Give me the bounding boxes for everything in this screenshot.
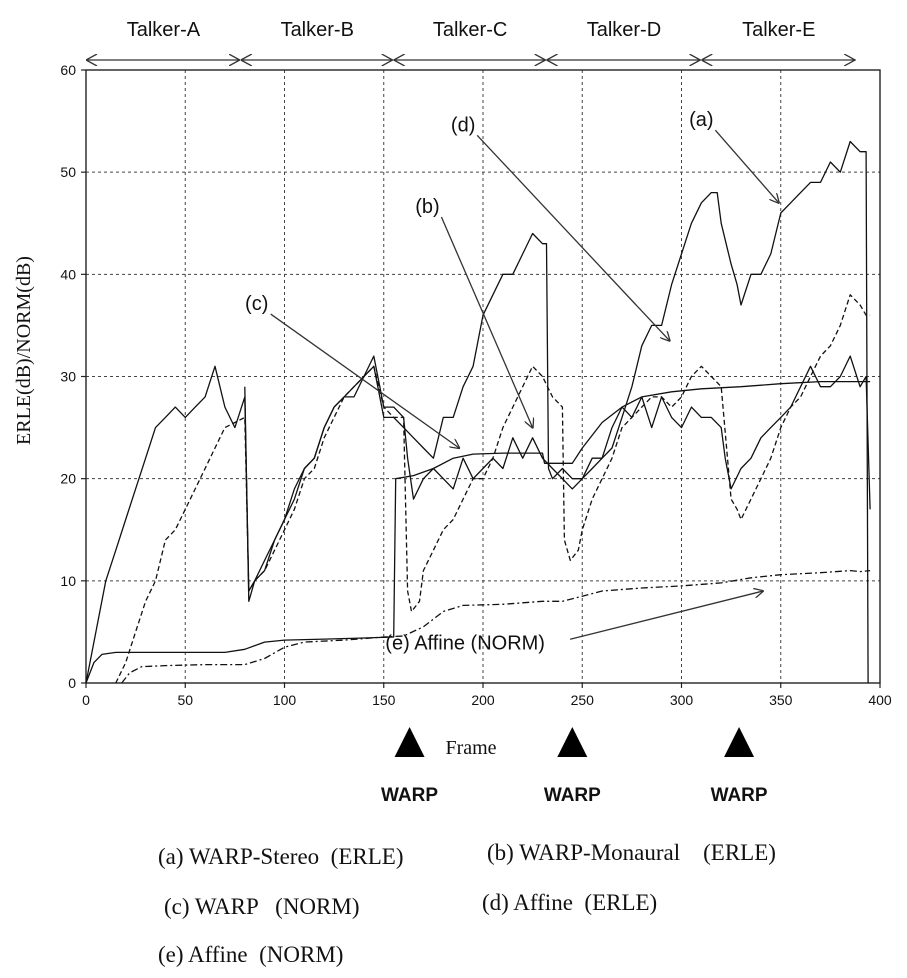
annotations: (a) (b) (c) (d) (e) Affine (NORM) Talker-A Tal… xyxy=(87,19,855,806)
x-tick-label: 400 xyxy=(868,692,892,708)
talker-label: Talker-C xyxy=(433,19,507,41)
y-tick-label: 40 xyxy=(60,266,76,282)
talker-label: Talker-E xyxy=(742,19,815,41)
y-tick-label: 10 xyxy=(60,573,76,589)
curve-label: (c) xyxy=(245,293,268,315)
legend-item-d: (d) Affine (ERLE) xyxy=(482,890,658,915)
x-tick-label: 0 xyxy=(82,692,90,708)
series-line-a xyxy=(85,140,869,684)
warp-marker-triangle xyxy=(724,727,755,757)
talker-label: Talker-A xyxy=(127,19,201,41)
y-tick-label: 50 xyxy=(60,164,76,180)
y-tick-label: 30 xyxy=(60,369,76,385)
warp-marker-label: WARP xyxy=(711,785,768,806)
y-axis-label: ERLE(dB)/NORM(dB) xyxy=(13,256,35,445)
x-tick-label: 200 xyxy=(471,692,495,708)
x-tick-label: 50 xyxy=(177,692,193,708)
series-line-e xyxy=(121,569,871,684)
talker-label: Talker-B xyxy=(281,19,354,41)
y-tick-label: 0 xyxy=(68,675,76,691)
x-tick-label: 300 xyxy=(670,692,694,708)
curve-label: (d) xyxy=(451,114,475,136)
talker-label: Talker-D xyxy=(587,19,661,41)
curve-label: (e) Affine (NORM) xyxy=(385,632,545,654)
x-tick-label: 250 xyxy=(571,692,595,708)
curve-label-arrow xyxy=(569,591,763,640)
curve-label-arrow xyxy=(476,134,669,340)
warp-marker-triangle xyxy=(557,727,588,757)
legend-item-c: (c) WARP (NORM) xyxy=(164,894,360,919)
x-tick-label: 350 xyxy=(769,692,793,708)
y-tick-label: 20 xyxy=(60,471,76,487)
legend-item-b: (b) WARP-Monaural (ERLE) xyxy=(487,840,776,865)
warp-marker-label: WARP xyxy=(381,785,438,806)
series-line-b xyxy=(244,355,871,602)
curve-label-arrow xyxy=(270,313,459,448)
warp-marker-triangle xyxy=(394,727,425,757)
curve-label: (b) xyxy=(415,196,439,218)
legend-item-e: (e) Affine (NORM) xyxy=(158,942,344,967)
warp-marker-label: WARP xyxy=(544,785,601,806)
curve-label: (a) xyxy=(689,109,713,131)
x-tick-label: 100 xyxy=(273,692,297,708)
x-tick-label: 150 xyxy=(372,692,396,708)
legend-item-a: (a) WARP-Stereo (ERLE) xyxy=(158,844,404,869)
series-line-c xyxy=(85,380,871,684)
series-layer xyxy=(85,140,871,684)
axes: 0 50 100 150 200 250 300 350 400 0 10 20 30 40 50 60 Fra… xyxy=(13,62,892,759)
curve-label-arrow xyxy=(440,216,532,428)
curve-label-arrow xyxy=(714,129,778,203)
y-tick-label: 60 xyxy=(60,62,76,78)
series-line-d xyxy=(115,294,871,684)
x-axis-label: Frame xyxy=(445,737,496,759)
